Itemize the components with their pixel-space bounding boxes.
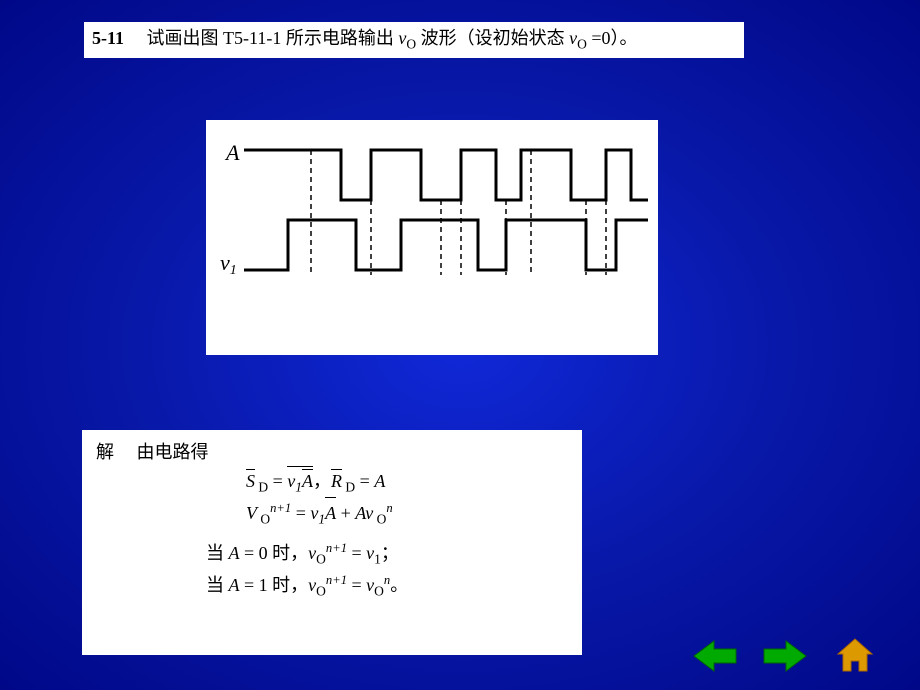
case-2: 当 A = 1 时，vOn+1 = vOn。 — [206, 570, 568, 602]
var-vo2-sub: O — [577, 37, 587, 52]
problem-text-3: =0）。 — [591, 28, 637, 48]
equation-2: V On+1 = v1A + Av On — [246, 498, 568, 530]
home-button[interactable] — [830, 637, 880, 675]
case-1: 当 A = 0 时，vOn+1 = v1； — [206, 538, 568, 570]
var-vo-sub: O — [406, 37, 416, 52]
waveform-svg: A v1 — [206, 120, 658, 355]
label-A: A — [224, 140, 240, 165]
problem-text-1: 试画出图 T5-11-1 所示电路输出 — [147, 28, 399, 48]
equation-1: S D = v1A，R D = A — [246, 467, 568, 498]
solution-header: 解 由电路得 — [96, 438, 568, 467]
waveform-diagram: A v1 — [206, 120, 658, 355]
signal-v1 — [244, 220, 648, 270]
next-icon — [762, 639, 808, 673]
problem-statement: 5-11 试画出图 T5-11-1 所示电路输出 vO 波形（设初始状态 vO … — [84, 22, 744, 58]
home-icon — [834, 637, 876, 675]
solution-box: 解 由电路得 S D = v1A，R D = A V On+1 = v1A + … — [82, 430, 582, 655]
sol-label: 解 — [96, 442, 114, 462]
signal-A — [244, 150, 648, 200]
next-button[interactable] — [760, 637, 810, 675]
prev-icon — [692, 639, 738, 673]
var-vo2: v — [569, 28, 577, 48]
problem-text-2: 波形（设初始状态 — [421, 28, 570, 48]
sol-intro: 由电路得 — [137, 442, 209, 462]
problem-number: 5-11 — [92, 28, 124, 48]
label-v1: v1 — [220, 250, 237, 278]
prev-button[interactable] — [690, 637, 740, 675]
